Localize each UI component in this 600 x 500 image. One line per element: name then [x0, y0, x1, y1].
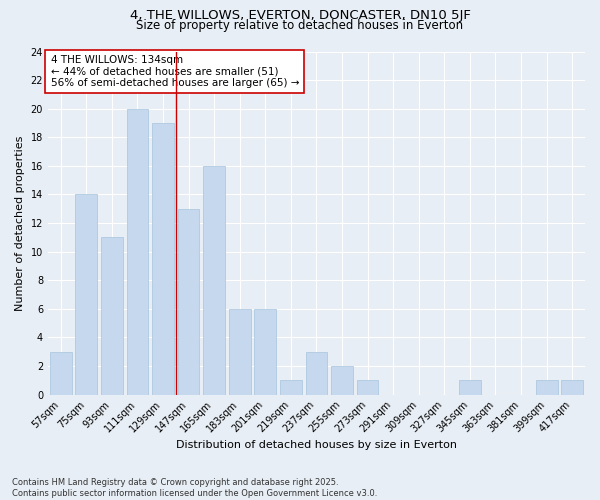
Bar: [152, 123, 174, 394]
Bar: [459, 380, 481, 394]
Text: Contains HM Land Registry data © Crown copyright and database right 2025.
Contai: Contains HM Land Registry data © Crown c…: [12, 478, 377, 498]
Y-axis label: Number of detached properties: Number of detached properties: [15, 136, 25, 310]
Text: 4, THE WILLOWS, EVERTON, DONCASTER, DN10 5JF: 4, THE WILLOWS, EVERTON, DONCASTER, DN10…: [130, 9, 470, 22]
X-axis label: Distribution of detached houses by size in Everton: Distribution of detached houses by size …: [176, 440, 457, 450]
Bar: [178, 208, 199, 394]
Bar: [536, 380, 557, 394]
Bar: [254, 309, 276, 394]
Bar: [127, 108, 148, 395]
Bar: [229, 309, 251, 394]
Bar: [331, 366, 353, 394]
Bar: [305, 352, 328, 395]
Bar: [357, 380, 379, 394]
Bar: [562, 380, 583, 394]
Bar: [280, 380, 302, 394]
Text: Size of property relative to detached houses in Everton: Size of property relative to detached ho…: [136, 19, 464, 32]
Bar: [76, 194, 97, 394]
Bar: [203, 166, 225, 394]
Text: 4 THE WILLOWS: 134sqm
← 44% of detached houses are smaller (51)
56% of semi-deta: 4 THE WILLOWS: 134sqm ← 44% of detached …: [50, 55, 299, 88]
Bar: [50, 352, 71, 395]
Bar: [101, 238, 123, 394]
